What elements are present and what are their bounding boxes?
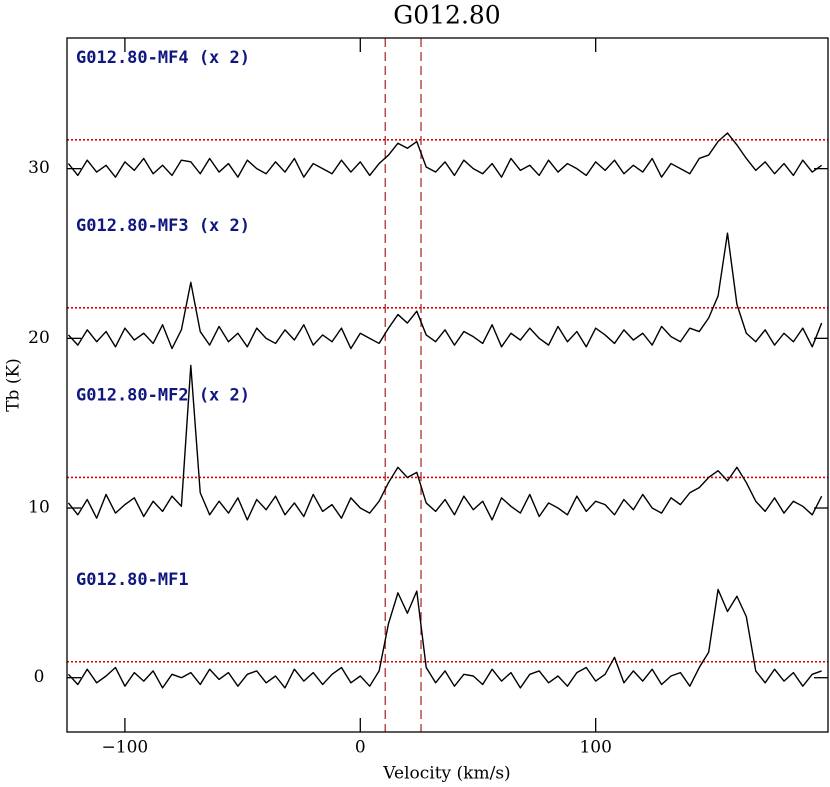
x-axis-label: Velocity (km/s) [382,764,510,784]
x-tick-label: 0 [355,738,366,758]
series-label: G012.80-MF2 (x 2) [76,385,250,405]
x-tick-label: −100 [102,738,149,758]
spectrum [67,232,823,350]
x-tick-label: 100 [579,738,611,758]
spectrum [67,132,823,178]
y-tick-label: 10 [28,498,50,518]
y-axis-label: Tb (K) [4,358,24,412]
plot-frame [66,37,829,733]
spectrum [67,588,822,689]
y-tick-label: 0 [34,667,45,687]
y-tick-label: 30 [28,158,50,178]
chart-title: G012.80 [393,1,500,30]
series-label: G012.80-MF1 [76,570,189,590]
series-label: G012.80-MF4 (x 2) [76,48,250,68]
spectrum [67,364,823,521]
series-label: G012.80-MF3 (x 2) [76,216,250,236]
y-tick-label: 20 [28,328,50,348]
